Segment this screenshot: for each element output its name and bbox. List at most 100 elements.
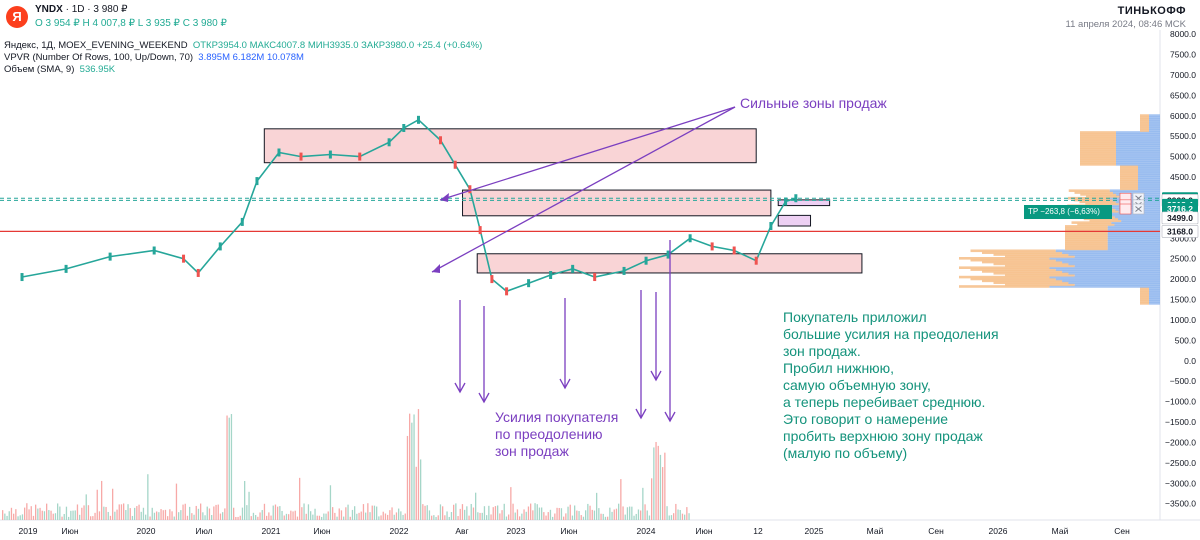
volume-bar bbox=[314, 508, 316, 520]
vpvr-down-bar bbox=[1068, 253, 1160, 256]
y-tick-label: −500.0 bbox=[1170, 376, 1197, 386]
volume-bar bbox=[123, 503, 125, 520]
legend-main[interactable]: Яндекс, 1Д, MOEX_EVENING_WEEKEND ОТКР395… bbox=[4, 40, 482, 51]
vpvr-up-bar bbox=[1086, 195, 1120, 198]
volume-bar bbox=[556, 507, 558, 520]
vpvr-up-bar bbox=[1080, 146, 1116, 149]
volume-bar bbox=[393, 514, 395, 520]
annotation-buyer-text[interactable]: Покупатель приложил большие усилия на пр… bbox=[783, 309, 999, 461]
volume-bar bbox=[367, 503, 369, 520]
price-candle bbox=[468, 185, 472, 194]
vpvr-up-bar bbox=[1120, 178, 1138, 181]
vpvr-up-bar bbox=[959, 266, 1050, 269]
vpvr-down-bar bbox=[1138, 185, 1160, 189]
brand-name: ТИНЬКОФФ bbox=[1117, 5, 1186, 17]
volume-bar bbox=[384, 513, 387, 520]
vpvr-down-bar bbox=[1118, 217, 1160, 221]
volume-bar bbox=[466, 506, 468, 520]
volume-bar bbox=[68, 516, 70, 520]
order-alert-icon bbox=[1119, 203, 1132, 215]
price-candle bbox=[571, 264, 575, 273]
vpvr-up-bar bbox=[1065, 238, 1108, 241]
volume-bar bbox=[61, 516, 63, 520]
vpvr-down-bar bbox=[1116, 146, 1160, 149]
annotation-buyer-effort[interactable]: Усилия покупателя по преодолению зон про… bbox=[495, 409, 619, 459]
volume-bar bbox=[369, 512, 371, 520]
volume-bar bbox=[398, 508, 400, 520]
volume-bar bbox=[74, 510, 76, 520]
vpvr-up-bar bbox=[1065, 228, 1108, 232]
vpvr-down-bar bbox=[1074, 255, 1160, 258]
volume-bar bbox=[259, 512, 261, 520]
volume-bar bbox=[120, 504, 123, 520]
volume-bar bbox=[178, 512, 180, 520]
x-tick-label: 2026 bbox=[989, 526, 1008, 536]
volume-bar bbox=[79, 514, 81, 520]
volume-bar bbox=[94, 512, 96, 520]
legend-vpvr[interactable]: VPVR (Number Of Rows, 100, Up/Down, 70) … bbox=[4, 52, 304, 63]
x-tick-label: Май bbox=[867, 526, 884, 536]
vpvr-down-bar bbox=[1116, 142, 1160, 146]
volume-bar bbox=[131, 515, 134, 520]
y-tick-label: 8000.0 bbox=[1170, 29, 1196, 39]
volume-bar bbox=[428, 510, 431, 520]
volume-bar bbox=[532, 510, 534, 520]
y-tick-label: 1500.0 bbox=[1170, 295, 1196, 305]
vpvr-down-bar bbox=[1062, 279, 1160, 283]
annotation-sell-zones[interactable]: Сильные зоны продаж bbox=[740, 95, 887, 111]
volume-bar bbox=[602, 513, 604, 520]
vpvr-down-bar bbox=[1114, 223, 1160, 226]
volume-bar bbox=[483, 506, 486, 520]
volume-bar bbox=[439, 504, 442, 520]
y-tick-label: 6000.0 bbox=[1170, 111, 1196, 121]
volume-bar bbox=[15, 509, 17, 520]
y-tick-label: −2000.0 bbox=[1165, 437, 1196, 447]
vpvr-up-bar bbox=[1065, 240, 1108, 243]
arrow-head bbox=[559, 378, 571, 390]
volume-bar bbox=[415, 466, 417, 520]
vpvr-up-bar bbox=[1080, 159, 1116, 162]
volume-bar bbox=[285, 513, 288, 520]
volume-bar bbox=[626, 507, 629, 520]
vpvr-up-bar bbox=[1120, 181, 1138, 185]
y-tick-label: 0.0 bbox=[1184, 356, 1196, 366]
price-candle bbox=[152, 246, 156, 255]
volume-bar bbox=[200, 503, 202, 520]
close-icon bbox=[1135, 206, 1142, 212]
vpvr-down-bar bbox=[1149, 114, 1160, 117]
x-tick-label: 2025 bbox=[805, 526, 824, 536]
volume-bar bbox=[563, 516, 565, 520]
price-candle bbox=[108, 252, 112, 261]
price-candle bbox=[688, 234, 692, 243]
volume-bar bbox=[574, 505, 576, 520]
volume-bar bbox=[246, 505, 248, 520]
volume-bar bbox=[378, 516, 380, 520]
legend-values: 536.95K bbox=[79, 64, 116, 75]
volume-bar bbox=[470, 503, 472, 520]
vpvr-up-bar bbox=[959, 275, 1050, 279]
volume-bar bbox=[252, 512, 255, 520]
vpvr-down-bar bbox=[1068, 281, 1160, 285]
vpvr-up-bar bbox=[1140, 129, 1149, 132]
volume-bar bbox=[514, 512, 516, 520]
legend-values: ОТКР3954.0 МАКС4007.8 МИН3935.0 ЗАКР3980… bbox=[192, 40, 483, 51]
volume-bar bbox=[409, 413, 411, 520]
x-tick-label: Июн bbox=[560, 526, 577, 536]
vpvr-up-bar bbox=[1005, 255, 1075, 258]
vpvr-up-bar bbox=[1120, 174, 1138, 177]
position-label[interactable]: TP −263,8 (−6,63%) bbox=[1024, 205, 1112, 219]
volume-bar bbox=[32, 515, 35, 520]
x-tick-label: 2021 bbox=[262, 526, 281, 536]
volume-bar bbox=[39, 507, 41, 520]
volume-bar bbox=[127, 504, 129, 520]
volume-bar bbox=[684, 514, 686, 520]
volume-bar bbox=[294, 510, 296, 520]
legend-volume[interactable]: Объем (SMA, 9) 536.95K bbox=[4, 64, 115, 75]
volume-bar bbox=[635, 513, 637, 520]
volume-bar bbox=[195, 505, 197, 520]
vpvr-up-bar bbox=[1080, 155, 1116, 159]
volume-bar bbox=[103, 506, 105, 520]
volume-bar bbox=[644, 504, 646, 520]
vpvr-down-bar bbox=[1055, 268, 1160, 271]
